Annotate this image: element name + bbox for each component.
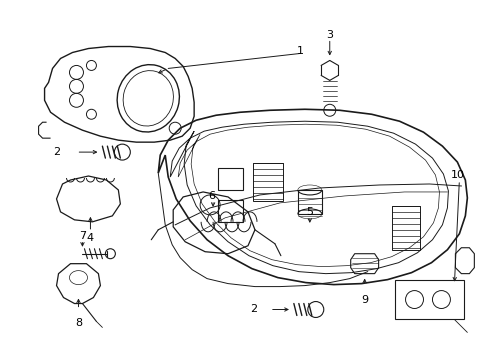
Text: 10: 10	[449, 170, 464, 180]
Text: 4: 4	[87, 233, 94, 243]
Text: 1: 1	[296, 45, 303, 55]
Text: 9: 9	[360, 294, 367, 305]
Text: 8: 8	[75, 319, 82, 328]
Text: 2: 2	[250, 305, 257, 315]
Text: 6: 6	[208, 191, 215, 201]
Text: 2: 2	[53, 147, 60, 157]
Text: 3: 3	[325, 30, 333, 40]
Text: 5: 5	[305, 207, 313, 217]
Bar	[394, 280, 464, 319]
Text: 7: 7	[79, 231, 86, 241]
